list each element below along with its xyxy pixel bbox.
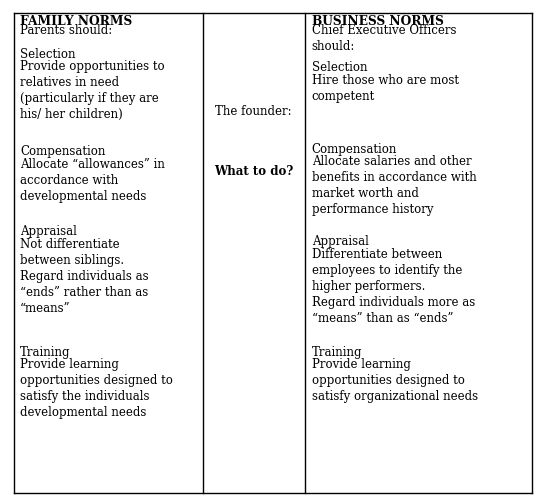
Text: Appraisal: Appraisal — [20, 225, 77, 238]
Text: Selection: Selection — [20, 48, 76, 61]
Text: Chief Executive Officers
should:: Chief Executive Officers should: — [312, 24, 456, 53]
Text: Compensation: Compensation — [20, 145, 105, 158]
Text: Appraisal: Appraisal — [312, 235, 368, 248]
Text: FAMILY NORMS: FAMILY NORMS — [20, 15, 132, 28]
Text: Provide learning
opportunities designed to
satisfy organizational needs: Provide learning opportunities designed … — [312, 358, 478, 403]
Text: Allocate salaries and other
benefits in accordance with
market worth and
perform: Allocate salaries and other benefits in … — [312, 155, 476, 216]
Text: Compensation: Compensation — [312, 143, 397, 156]
Text: What to do?: What to do? — [214, 165, 293, 178]
Text: Not differentiate
between siblings.
Regard individuals as
“ends” rather than as
: Not differentiate between siblings. Rega… — [20, 238, 148, 315]
Text: The founder:: The founder: — [215, 105, 292, 118]
Text: Differentiate between
employees to identify the
higher performers.
Regard indivi: Differentiate between employees to ident… — [312, 248, 475, 325]
Text: Provide learning
opportunities designed to
satisfy the individuals
developmental: Provide learning opportunities designed … — [20, 358, 173, 419]
Text: Selection: Selection — [312, 61, 367, 74]
Text: Training: Training — [312, 346, 362, 359]
Text: Parents should:: Parents should: — [20, 24, 112, 37]
Text: Hire those who are most
competent: Hire those who are most competent — [312, 74, 458, 103]
Text: Training: Training — [20, 346, 71, 359]
Text: Allocate “allowances” in
accordance with
developmental needs: Allocate “allowances” in accordance with… — [20, 158, 165, 203]
Text: BUSINESS NORMS: BUSINESS NORMS — [312, 15, 443, 28]
Text: Provide opportunities to
relatives in need
(particularly if they are
his/ her ch: Provide opportunities to relatives in ne… — [20, 60, 165, 121]
